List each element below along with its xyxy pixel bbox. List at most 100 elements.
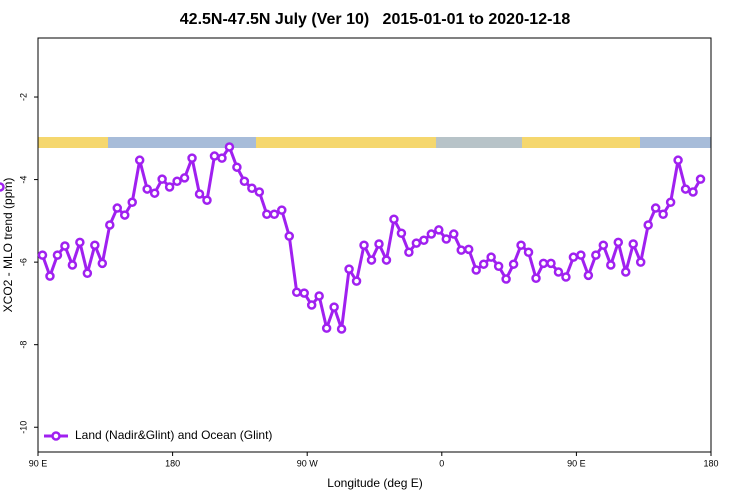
legend: Land (Nadir&Glint) and Ocean (Glint) (44, 428, 272, 442)
x-tick-label: 180 (165, 458, 180, 468)
data-point (112, 203, 123, 213)
legend-marker (51, 431, 61, 441)
data-point (389, 214, 399, 224)
data-point (0, 182, 5, 192)
y-tick-label: -10 (18, 421, 28, 434)
data-point (606, 260, 616, 270)
data-point (688, 187, 698, 197)
data-point (478, 259, 489, 269)
data-point (471, 265, 481, 275)
x-tick-label: 90 W (297, 458, 319, 468)
x-axis-label: Longitude (deg E) (327, 476, 422, 490)
data-point (321, 323, 332, 333)
data-point (37, 250, 48, 260)
data-point (411, 238, 422, 248)
data-point (658, 209, 668, 219)
data-point (299, 288, 309, 298)
data-point (179, 173, 190, 183)
data-point (546, 258, 556, 269)
data-point (673, 155, 683, 165)
data-point (202, 195, 212, 205)
land-strip (38, 137, 108, 148)
data-point (568, 252, 579, 262)
data-point (262, 209, 272, 219)
data-point (501, 274, 511, 284)
data-point (359, 240, 369, 250)
y-axis-label: XCO2 - MLO trend (ppm) (1, 178, 15, 313)
data-point (426, 229, 437, 239)
data-point (583, 270, 594, 281)
data-point (613, 237, 624, 248)
data-point (269, 209, 280, 219)
data-point (336, 324, 347, 334)
data-point (75, 237, 85, 248)
data-point (277, 205, 287, 215)
data-point (134, 155, 145, 165)
data-point (650, 203, 661, 213)
data-point (291, 287, 302, 298)
series-line (41, 145, 702, 331)
plot-frame (37, 37, 712, 453)
data-point (680, 184, 691, 194)
data-point (60, 241, 70, 251)
land-strip (522, 137, 640, 148)
x-tick-label: 90 E (29, 458, 48, 468)
data-point (419, 235, 429, 246)
data-point (516, 240, 526, 250)
data-point (164, 182, 175, 192)
x-tick-label: 180 (703, 458, 718, 468)
data-point (643, 220, 653, 230)
data-point (553, 267, 564, 277)
y-tick-label: -6 (18, 258, 28, 266)
data-point (232, 162, 242, 172)
data-point (314, 291, 324, 301)
data-point (105, 220, 115, 230)
data-point (665, 197, 676, 208)
data-point (404, 247, 414, 257)
data-point (434, 225, 444, 235)
data-point (531, 273, 541, 283)
data-point (621, 267, 631, 277)
data-point (329, 302, 339, 312)
data-point (52, 250, 63, 260)
data-point (67, 260, 78, 270)
data-point (374, 239, 384, 249)
data-point (209, 151, 220, 161)
data-point (224, 142, 235, 152)
data-point (449, 229, 459, 239)
data-point (695, 174, 706, 184)
data-point (493, 261, 504, 272)
data-point (284, 231, 295, 241)
data-point (149, 188, 160, 198)
data-point (119, 210, 130, 220)
data-point (381, 255, 392, 265)
data-point (344, 264, 354, 274)
surface-band (38, 137, 711, 148)
ocean-strip (640, 137, 711, 148)
x-tick-label: 0 (439, 458, 444, 468)
data-point (635, 257, 646, 267)
data-point (628, 239, 638, 249)
data-point (366, 255, 377, 265)
data-point (239, 176, 250, 186)
data-point (351, 276, 362, 286)
chart-title: 42.5N-47.5N July (Ver 10) 2015-01-01 to … (180, 11, 571, 28)
data-point (194, 189, 205, 199)
data-point (561, 272, 571, 282)
data-point (254, 187, 265, 197)
data-point (172, 176, 182, 186)
data-point (157, 174, 167, 184)
data-point (247, 183, 257, 193)
data-point (217, 153, 227, 163)
x-tick-label: 90 E (567, 458, 586, 468)
data-point (45, 271, 55, 281)
data-point (306, 300, 317, 310)
data-point (508, 259, 519, 269)
data-point (463, 244, 474, 255)
y-tick-label: -4 (18, 176, 28, 184)
data-point (82, 268, 93, 279)
ocean-strip (436, 137, 522, 148)
data-point (523, 247, 534, 257)
legend-label: Land (Nadir&Glint) and Ocean (Glint) (75, 428, 272, 442)
